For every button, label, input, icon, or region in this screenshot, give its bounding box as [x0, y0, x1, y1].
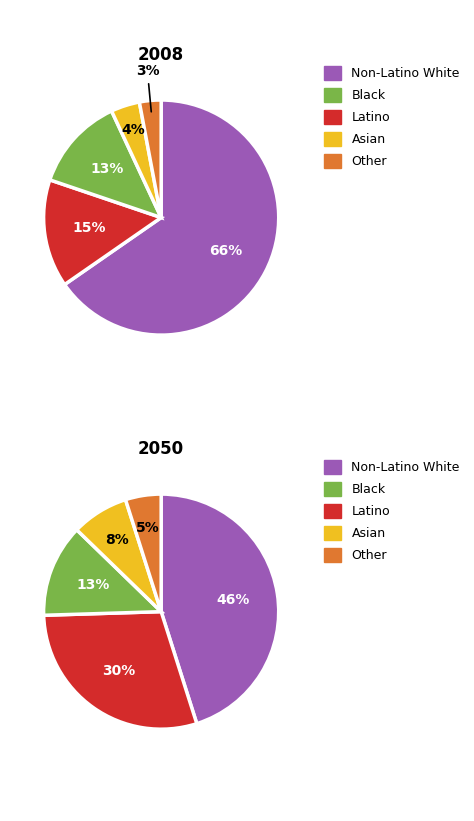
- Text: 3%: 3%: [136, 64, 159, 112]
- Text: 5%: 5%: [137, 521, 160, 535]
- Wedge shape: [126, 494, 161, 612]
- Title: 2050: 2050: [138, 439, 184, 457]
- Text: 8%: 8%: [105, 533, 128, 547]
- Wedge shape: [139, 100, 161, 218]
- Text: 13%: 13%: [76, 578, 110, 592]
- Legend: Non-Latino White, Black, Latino, Asian, Other: Non-Latino White, Black, Latino, Asian, …: [320, 456, 464, 566]
- Wedge shape: [50, 111, 161, 218]
- Wedge shape: [44, 530, 161, 615]
- Legend: Non-Latino White, Black, Latino, Asian, Other: Non-Latino White, Black, Latino, Asian, …: [320, 62, 464, 172]
- Text: 13%: 13%: [90, 162, 124, 176]
- Wedge shape: [64, 100, 279, 335]
- Text: 15%: 15%: [72, 221, 106, 235]
- Text: 46%: 46%: [217, 594, 250, 608]
- Wedge shape: [44, 612, 197, 729]
- Title: 2008: 2008: [138, 45, 184, 63]
- Text: 4%: 4%: [121, 123, 145, 137]
- Wedge shape: [111, 102, 161, 218]
- Wedge shape: [161, 494, 279, 723]
- Wedge shape: [77, 500, 161, 612]
- Text: 66%: 66%: [209, 245, 242, 259]
- Text: 30%: 30%: [102, 664, 136, 678]
- Wedge shape: [44, 180, 161, 285]
